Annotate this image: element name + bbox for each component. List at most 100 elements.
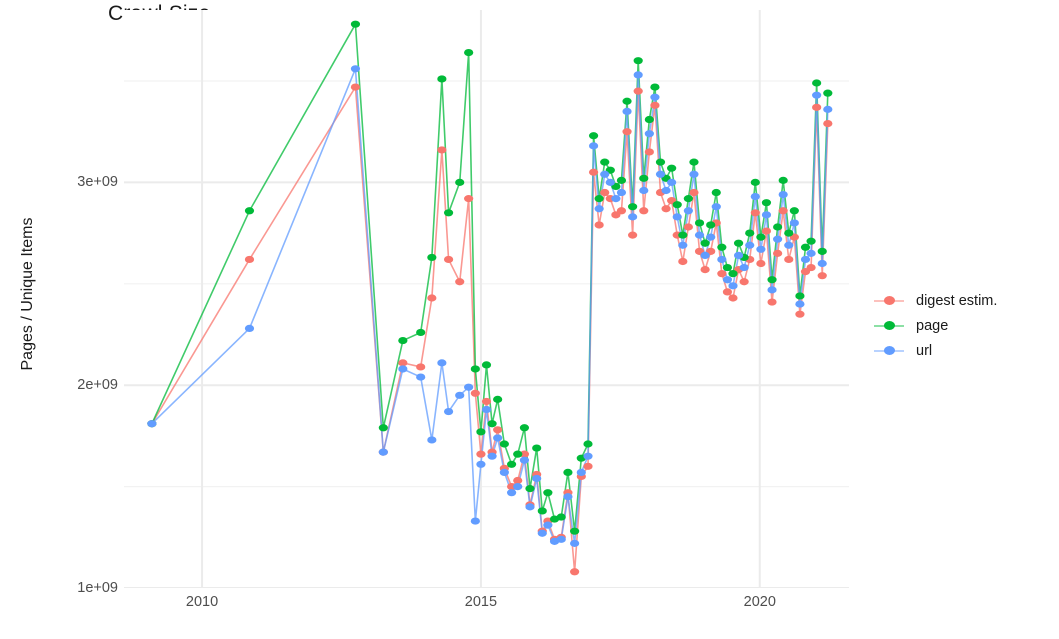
legend-dot-icon bbox=[884, 320, 895, 330]
data-point bbox=[563, 493, 573, 501]
data-point bbox=[464, 383, 474, 391]
legend-key-icon bbox=[874, 316, 904, 336]
data-point bbox=[455, 391, 465, 399]
data-point bbox=[750, 178, 760, 186]
data-point bbox=[611, 195, 621, 203]
data-point bbox=[639, 207, 649, 215]
data-point bbox=[594, 195, 604, 203]
data-point bbox=[487, 452, 497, 460]
data-point bbox=[644, 115, 654, 124]
data-point bbox=[583, 452, 593, 460]
data-point bbox=[650, 93, 660, 101]
data-point bbox=[789, 219, 799, 227]
data-point bbox=[672, 201, 682, 209]
data-point bbox=[650, 101, 660, 109]
data-point bbox=[756, 245, 766, 253]
data-point bbox=[678, 257, 688, 266]
data-point bbox=[823, 105, 833, 113]
data-point bbox=[739, 278, 749, 286]
legend-item-digest-estim-[interactable]: digest estim. bbox=[874, 288, 1054, 313]
data-point bbox=[694, 219, 705, 227]
data-point bbox=[437, 359, 447, 367]
data-point bbox=[711, 188, 721, 197]
data-point bbox=[795, 292, 805, 300]
data-point bbox=[588, 142, 599, 150]
data-point bbox=[519, 450, 530, 458]
data-point bbox=[678, 231, 688, 239]
data-point bbox=[717, 243, 727, 251]
data-point bbox=[427, 294, 437, 302]
data-point bbox=[513, 450, 523, 458]
data-point bbox=[789, 207, 799, 215]
data-point bbox=[728, 282, 738, 290]
data-point bbox=[633, 57, 643, 65]
data-point bbox=[556, 535, 566, 543]
data-point bbox=[722, 288, 733, 296]
data-point bbox=[616, 188, 627, 197]
data-point bbox=[806, 263, 816, 272]
data-point bbox=[481, 397, 492, 406]
data-point bbox=[694, 231, 705, 239]
legend-item-label: digest estim. bbox=[916, 292, 998, 309]
data-point bbox=[711, 203, 721, 211]
data-point bbox=[689, 170, 699, 178]
data-point bbox=[244, 324, 255, 333]
data-point bbox=[622, 128, 632, 136]
data-point bbox=[800, 255, 811, 264]
data-point bbox=[481, 361, 492, 369]
data-point bbox=[583, 462, 593, 470]
data-point bbox=[416, 373, 426, 381]
data-point bbox=[817, 259, 827, 268]
data-point bbox=[767, 276, 777, 284]
legend-dot-icon bbox=[884, 295, 895, 305]
data-point bbox=[443, 255, 454, 264]
data-point bbox=[437, 75, 447, 83]
data-point bbox=[525, 503, 535, 511]
data-point bbox=[628, 231, 638, 239]
data-point bbox=[683, 207, 693, 215]
data-point bbox=[594, 221, 604, 229]
data-point bbox=[683, 223, 693, 231]
data-point bbox=[778, 176, 788, 184]
data-point bbox=[761, 227, 772, 235]
data-point bbox=[756, 259, 766, 268]
data-point bbox=[519, 424, 530, 432]
data-point bbox=[600, 158, 610, 166]
data-point bbox=[537, 507, 547, 515]
legend-item-url[interactable]: url bbox=[874, 338, 1054, 363]
legend-item-page[interactable]: page bbox=[874, 313, 1054, 338]
data-point bbox=[812, 79, 822, 87]
data-point bbox=[773, 249, 783, 257]
data-point bbox=[499, 440, 509, 448]
data-point bbox=[443, 407, 454, 416]
data-point bbox=[600, 170, 610, 178]
data-point bbox=[722, 276, 733, 284]
data-point bbox=[513, 476, 523, 485]
data-point bbox=[773, 235, 783, 243]
data-point bbox=[464, 195, 474, 203]
data-point bbox=[756, 233, 766, 241]
legend-item-label: url bbox=[916, 342, 933, 359]
data-point bbox=[784, 255, 794, 264]
legend-item-label: page bbox=[916, 317, 949, 334]
data-point bbox=[543, 521, 553, 529]
data-point bbox=[778, 207, 788, 215]
x-axis-tick-label: 2020 bbox=[743, 594, 776, 610]
data-point bbox=[717, 255, 727, 264]
data-point bbox=[563, 468, 573, 476]
data-point bbox=[806, 237, 816, 245]
data-point bbox=[525, 485, 535, 493]
data-point bbox=[661, 186, 671, 195]
data-point bbox=[706, 233, 716, 241]
data-point bbox=[795, 300, 805, 308]
data-point bbox=[470, 517, 480, 525]
data-point bbox=[784, 241, 794, 249]
data-point bbox=[570, 527, 580, 535]
y-axis-title: Pages / Unique Items bbox=[19, 217, 36, 371]
data-point bbox=[745, 241, 755, 249]
data-point bbox=[683, 195, 693, 203]
gridlines bbox=[124, 10, 849, 588]
data-point bbox=[499, 468, 509, 476]
data-point bbox=[455, 278, 465, 286]
data-point bbox=[616, 207, 627, 215]
